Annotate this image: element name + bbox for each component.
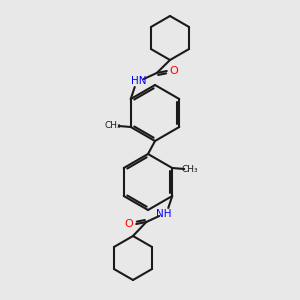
Text: O: O [169,66,178,76]
Text: CH₃: CH₃ [104,121,121,130]
Text: O: O [125,219,134,229]
Text: HN: HN [131,76,146,86]
Text: CH₃: CH₃ [182,166,199,175]
Text: NH: NH [157,209,172,219]
